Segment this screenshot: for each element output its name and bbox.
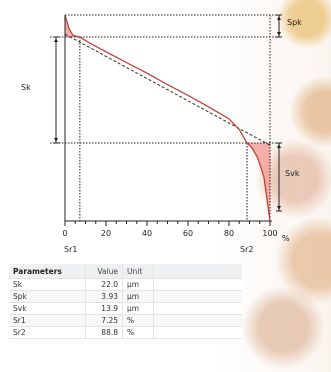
row-spacer	[153, 290, 242, 303]
x-tick-label-80: 80	[224, 229, 234, 238]
row-unit: µm	[122, 290, 154, 303]
table-row: Svk 13.9 µm	[9, 302, 242, 315]
table-header-row: Parameters Value Unit	[9, 264, 242, 279]
bearing-curve	[64, 14, 271, 222]
valley-area-fill	[247, 143, 270, 221]
row-value: 3.93	[85, 290, 123, 303]
svk-dimension-arrow-head-top	[277, 144, 281, 148]
row-value: 88.8	[85, 326, 123, 339]
table-row: Sk 22.0 µm	[9, 278, 242, 291]
row-value: 7.25	[85, 314, 123, 327]
header-spacer	[153, 264, 242, 279]
x-tick-label-100: 100	[262, 229, 277, 238]
row-name: Svk	[9, 302, 86, 315]
row-name: Sr2	[9, 326, 86, 339]
header-value: Value	[85, 264, 123, 279]
sk-dimension-arrow-head-top	[54, 38, 58, 42]
x-tick-label-0: 0	[62, 229, 67, 238]
row-unit: µm	[122, 302, 154, 315]
row-unit: %	[122, 326, 154, 339]
x-unit-label: %	[282, 234, 290, 243]
annotation-spk: Spk	[287, 18, 302, 27]
parameters-table: Parameters Value Unit Sk 22.0 µm Spk 3.9…	[9, 264, 242, 339]
row-spacer	[153, 302, 242, 315]
row-spacer	[153, 326, 242, 339]
x-tick-label-40: 40	[142, 229, 152, 238]
x-tick-label-60: 60	[183, 229, 193, 238]
equivalent-line	[64, 33, 271, 146]
row-name: Spk	[9, 290, 86, 303]
annotation-svk: Svk	[285, 169, 300, 178]
spk-dimension-arrow-head-bottom	[277, 32, 281, 36]
table-row: Sr1 7.25 %	[9, 314, 242, 327]
annotation-sk: Sk	[21, 83, 31, 92]
spk-dimension-arrow-head-top	[277, 16, 281, 20]
row-name: Sr1	[9, 314, 86, 327]
table-row: Sr2 88.8 %	[9, 326, 242, 339]
marker-label-sr2: Sr2	[240, 245, 253, 254]
row-spacer	[153, 278, 242, 291]
row-spacer	[153, 314, 242, 327]
header-parameters: Parameters	[9, 264, 86, 279]
bearing-ratio-chart: 0 20 40 60 80 100 Spk Sk Svk Sr1 Sr2 %	[21, 14, 302, 254]
sk-dimension-arrow-head-bottom	[54, 138, 58, 142]
row-unit: µm	[122, 278, 154, 291]
row-value: 22.0	[85, 278, 123, 291]
row-unit: %	[122, 314, 154, 327]
table-row: Spk 3.93 µm	[9, 290, 242, 303]
peak-area-fill	[65, 15, 80, 37]
header-unit: Unit	[122, 264, 154, 279]
svk-dimension-arrow-head-bottom	[277, 206, 281, 210]
marker-label-sr1: Sr1	[64, 245, 77, 254]
row-value: 13.9	[85, 302, 123, 315]
x-tick-label-20: 20	[101, 229, 111, 238]
row-name: Sk	[9, 278, 86, 291]
